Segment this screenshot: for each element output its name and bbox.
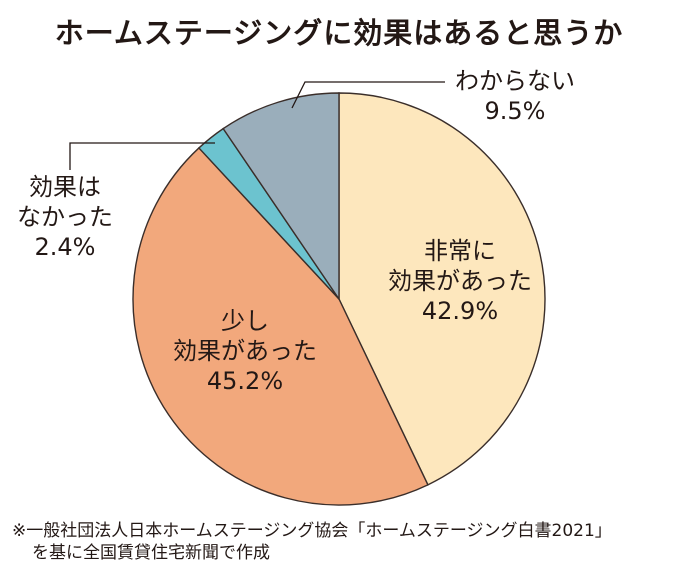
source-note: ※一般社団法人日本ホームステージング協会「ホームステージング白書2021」: [12, 521, 612, 541]
slice-label-somewhat-effective: 少し 効果があった 45.2%: [173, 307, 317, 395]
source-note-2: を基に全国賃貸住宅新聞で作成: [32, 543, 270, 563]
leader-line-unknown: [291, 81, 445, 109]
slice-label-no-effect: 効果は なかった 2.4%: [17, 173, 113, 261]
leader-line-no-effect: [69, 142, 215, 170]
pie-slice-0: [338, 92, 546, 486]
slice-label-very-effective: 非常に 効果があった 42.9%: [388, 237, 532, 325]
chart-title: ホームステージングに効果はあると思うか: [54, 16, 624, 50]
pie-slice-3: [222, 92, 340, 302]
slice-label-unknown: わからない 9.5%: [455, 67, 575, 125]
pie-slice-1: [132, 146, 429, 506]
